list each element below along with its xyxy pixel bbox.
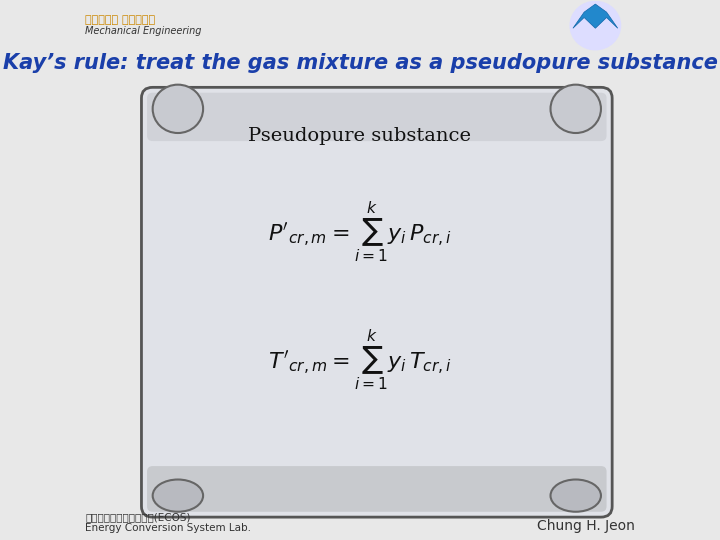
FancyBboxPatch shape [147, 466, 606, 512]
Text: $T'_{cr,m} = \sum_{i=1}^{k} y_i \, T_{cr,i}$: $T'_{cr,m} = \sum_{i=1}^{k} y_i \, T_{cr… [268, 329, 452, 394]
Text: 에너지변환시스템연구실(ECOS): 에너지변환시스템연구실(ECOS) [86, 512, 191, 523]
Text: $P'_{cr,m} = \sum_{i=1}^{k} y_i \, P_{cr,i}$: $P'_{cr,m} = \sum_{i=1}^{k} y_i \, P_{cr… [268, 200, 452, 265]
Text: Chung H. Jeon: Chung H. Jeon [536, 519, 634, 533]
Ellipse shape [551, 480, 601, 512]
Text: Pseudopure substance: Pseudopure substance [248, 127, 472, 145]
Ellipse shape [153, 85, 203, 133]
Text: Mechanical Engineering: Mechanical Engineering [86, 25, 202, 36]
Circle shape [570, 2, 621, 50]
Polygon shape [573, 4, 618, 28]
FancyBboxPatch shape [147, 93, 606, 141]
FancyBboxPatch shape [141, 87, 612, 517]
Ellipse shape [153, 480, 203, 512]
Text: Kay’s rule: treat the gas mixture as a pseudopure substance: Kay’s rule: treat the gas mixture as a p… [3, 53, 717, 73]
Ellipse shape [551, 85, 601, 133]
Text: 부산대학교 기계공학부: 부산대학교 기계공학부 [86, 15, 156, 25]
Text: Energy Conversion System Lab.: Energy Conversion System Lab. [86, 523, 251, 533]
